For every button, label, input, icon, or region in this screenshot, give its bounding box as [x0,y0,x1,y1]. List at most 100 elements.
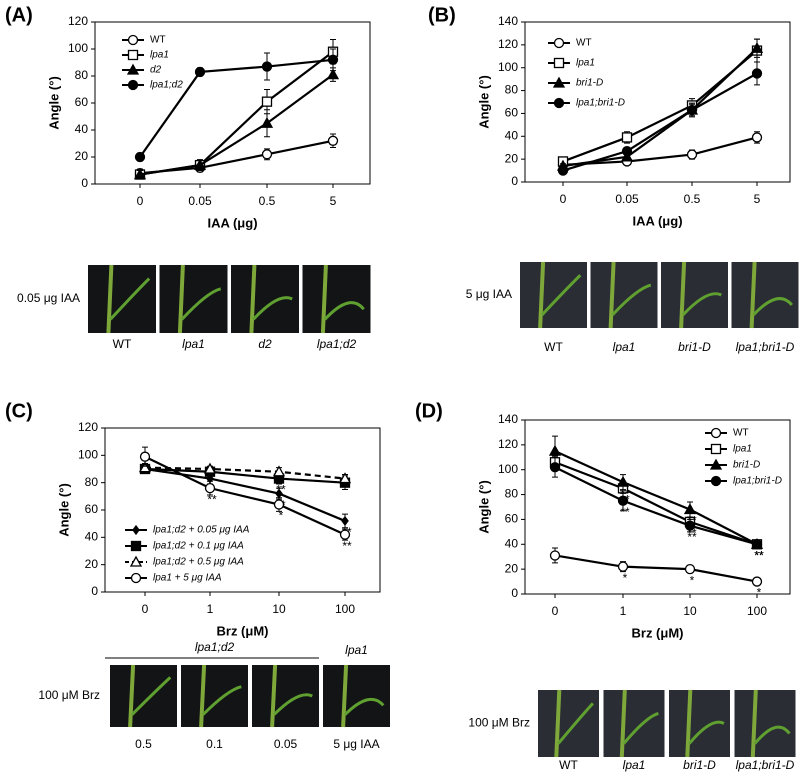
y-axis-label: Angle (°) [476,75,491,129]
x-tick-label: 0 [142,602,149,616]
y-tick-label: 0 [511,174,518,188]
y-axis-label: Angle (°) [476,480,491,534]
x-tick-label: 0.05 [615,192,639,206]
photo-caption: 0.05 [274,737,298,751]
point [557,165,569,176]
photo-caption: WT [544,340,563,354]
photo [520,262,587,328]
x-axis-label: Brz (μM) [632,625,684,640]
y-tick-label: 60 [505,512,519,526]
photo-caption: WT [113,337,132,351]
leaf-stem [270,664,278,728]
y-tick-label: 120 [498,37,518,51]
point [616,475,630,487]
photo [88,265,156,333]
series-line [144,466,346,480]
photo-caption: lpa1 [182,337,205,351]
leaf-blade [611,283,652,316]
series-line [554,554,758,583]
photo-caption: lpa1 [613,340,636,354]
photo-caption: 0.1 [206,737,223,751]
point [133,168,147,180]
point [620,150,634,162]
photo [181,665,248,727]
leaf-stem [106,264,114,334]
point [751,132,763,143]
photo-caption: 0.5 [135,737,152,751]
leaf-blade [682,292,722,316]
y-tick-label: 0 [91,584,98,598]
point [684,520,696,531]
leaf-blade [622,712,659,745]
leaf-blade [131,676,172,716]
y-tick-label: 140 [498,412,518,426]
series-line [139,58,334,158]
panel-label: (C) [5,400,33,422]
legend-marker [553,37,565,49]
legend-marker [126,63,140,75]
y-tick-label: 60 [75,95,89,109]
x-tick-label: 0.05 [188,194,212,208]
point [139,451,151,462]
y-tick-label: 20 [85,557,99,571]
point [138,461,152,473]
x-tick-label: 1 [620,604,627,618]
significance-mark: * [757,586,762,600]
legend-label: lpa1 [733,444,752,455]
y-tick-label: 100 [78,448,98,462]
series-line [139,139,334,175]
significance-mark: ** [620,486,630,500]
point [548,444,562,456]
significance-mark: ** [687,526,697,540]
x-tick-label: 0 [552,604,559,618]
legend-label: lpa1;d2 + 0.5 μg IAA [153,557,244,568]
point [273,499,285,510]
significance-mark: ** [620,505,630,519]
legend-label: WT [150,35,166,46]
leaf-blade [753,725,791,745]
legend-label: lpa1;bri1-D [576,98,625,109]
photo [159,265,228,333]
photo [302,265,371,333]
point [621,132,633,143]
point [684,563,696,575]
significance-mark: * [690,573,695,587]
series-line [144,467,346,522]
leaf-stem [177,264,185,334]
x-tick-label: 1 [207,602,214,616]
y-tick-label: 0 [81,176,88,190]
legend-label: bri1-D [576,78,603,89]
point [751,68,763,79]
x-tick-label: 10 [683,604,697,618]
photo-caption: d2 [258,337,272,351]
legend-label: lpa1;d2 + 0.1 μg IAA [153,541,244,552]
series-line [562,72,758,172]
photo-caption: bri1-D [678,340,711,354]
x-axis-label: Brz (μM) [217,623,269,638]
photo-caption: lpa1;bri1-D [736,340,795,354]
significance-mark: ** [207,492,217,506]
y-tick-label: 140 [498,14,518,28]
photo-label: 5 μg IAA [466,287,512,301]
point [260,116,274,128]
photo-caption: WT [559,758,578,772]
leaf-blade [323,301,365,321]
legend-marker [132,524,140,536]
significance-mark: ** [342,539,352,553]
photo-caption: lpa1 [623,758,646,772]
series-line [144,455,346,536]
panel-label: (A) [5,4,33,26]
leaf-stem [750,689,758,758]
legend-label: WT [733,428,749,439]
leaf-blade [557,702,595,745]
y-tick-label: 60 [85,502,99,516]
point [751,576,763,587]
point [261,149,273,160]
plot-frame [524,419,791,595]
legend-marker [129,555,143,567]
significance-mark: ** [687,530,697,544]
leaf-stem [608,261,616,329]
point [341,515,349,527]
photo [734,690,796,757]
legend-label: lpa1 [576,58,595,69]
